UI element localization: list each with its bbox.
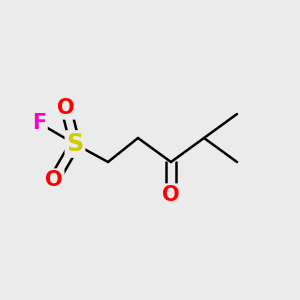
Text: F: F — [32, 113, 46, 133]
Text: S: S — [66, 132, 84, 156]
Text: O: O — [45, 170, 63, 190]
Text: O: O — [162, 185, 180, 205]
Text: O: O — [57, 98, 75, 118]
